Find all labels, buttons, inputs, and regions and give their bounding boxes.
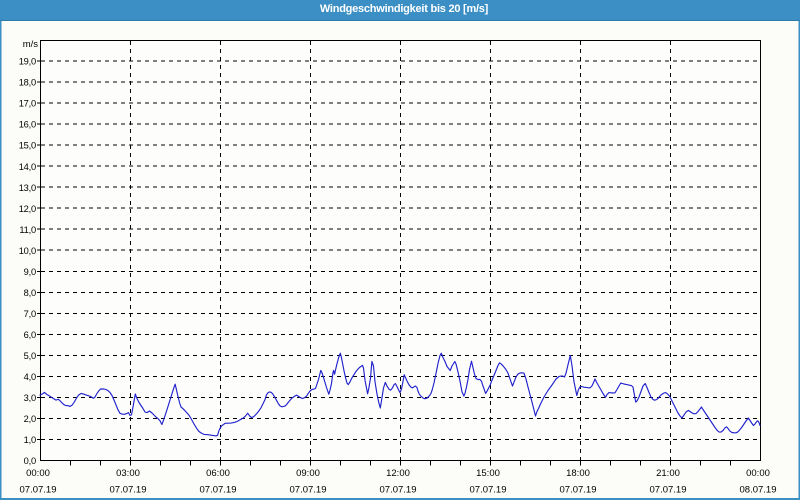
svg-text:8,0: 8,0 xyxy=(24,288,36,298)
svg-text:10,0: 10,0 xyxy=(19,246,36,256)
svg-text:4,0: 4,0 xyxy=(24,372,36,382)
svg-text:07.07.19: 07.07.19 xyxy=(110,485,147,496)
svg-text:18,0: 18,0 xyxy=(19,78,36,88)
svg-text:16,0: 16,0 xyxy=(19,120,36,130)
svg-text:00:00: 00:00 xyxy=(26,468,50,479)
svg-text:5,0: 5,0 xyxy=(24,351,36,361)
svg-text:00:00: 00:00 xyxy=(746,468,770,479)
svg-text:11,0: 11,0 xyxy=(19,225,36,235)
svg-text:07.07.19: 07.07.19 xyxy=(470,485,507,496)
svg-text:18:00: 18:00 xyxy=(566,468,590,479)
svg-text:2,0: 2,0 xyxy=(24,414,36,424)
svg-text:14,0: 14,0 xyxy=(19,162,36,172)
svg-text:1,0: 1,0 xyxy=(24,435,36,445)
svg-text:07.07.19: 07.07.19 xyxy=(200,485,237,496)
svg-text:15,0: 15,0 xyxy=(19,141,36,151)
svg-text:7,0: 7,0 xyxy=(24,309,36,319)
svg-text:08.07.19: 08.07.19 xyxy=(740,485,777,496)
svg-text:07.07.19: 07.07.19 xyxy=(380,485,417,496)
svg-text:07.07.19: 07.07.19 xyxy=(290,485,327,496)
svg-text:13,0: 13,0 xyxy=(19,183,36,193)
svg-text:Windgeschwindigkeit bis 20 [m/: Windgeschwindigkeit bis 20 [m/s] xyxy=(320,3,489,15)
svg-text:19,0: 19,0 xyxy=(19,57,36,67)
svg-text:03:00: 03:00 xyxy=(116,468,140,479)
svg-text:0,0: 0,0 xyxy=(24,456,36,466)
svg-text:06:00: 06:00 xyxy=(206,468,230,479)
svg-text:3,0: 3,0 xyxy=(24,393,36,403)
svg-text:6,0: 6,0 xyxy=(24,330,36,340)
svg-text:m/s: m/s xyxy=(23,39,39,50)
svg-text:07.07.19: 07.07.19 xyxy=(560,485,597,496)
svg-text:15:00: 15:00 xyxy=(476,468,500,479)
svg-text:07.07.19: 07.07.19 xyxy=(20,485,57,496)
svg-text:12,0: 12,0 xyxy=(19,204,36,214)
svg-text:9,0: 9,0 xyxy=(24,267,36,277)
svg-text:09:00: 09:00 xyxy=(296,468,320,479)
svg-text:07.07.19: 07.07.19 xyxy=(650,485,687,496)
svg-text:21:00: 21:00 xyxy=(656,468,680,479)
svg-text:12:00: 12:00 xyxy=(386,468,410,479)
svg-text:17,0: 17,0 xyxy=(19,99,36,109)
